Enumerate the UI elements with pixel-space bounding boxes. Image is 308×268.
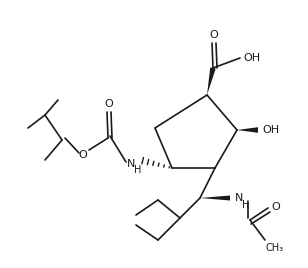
Text: CH₃: CH₃ xyxy=(266,243,284,253)
Text: H: H xyxy=(134,165,142,175)
Polygon shape xyxy=(207,67,216,95)
Text: O: O xyxy=(272,202,280,212)
Polygon shape xyxy=(237,127,258,133)
Text: H: H xyxy=(242,200,250,210)
Text: OH: OH xyxy=(243,53,261,63)
Text: N: N xyxy=(235,193,243,203)
Text: O: O xyxy=(79,150,87,160)
Text: OH: OH xyxy=(262,125,280,135)
Text: N: N xyxy=(127,159,135,169)
Polygon shape xyxy=(200,195,230,200)
Text: O: O xyxy=(210,30,218,40)
Text: O: O xyxy=(105,99,113,109)
